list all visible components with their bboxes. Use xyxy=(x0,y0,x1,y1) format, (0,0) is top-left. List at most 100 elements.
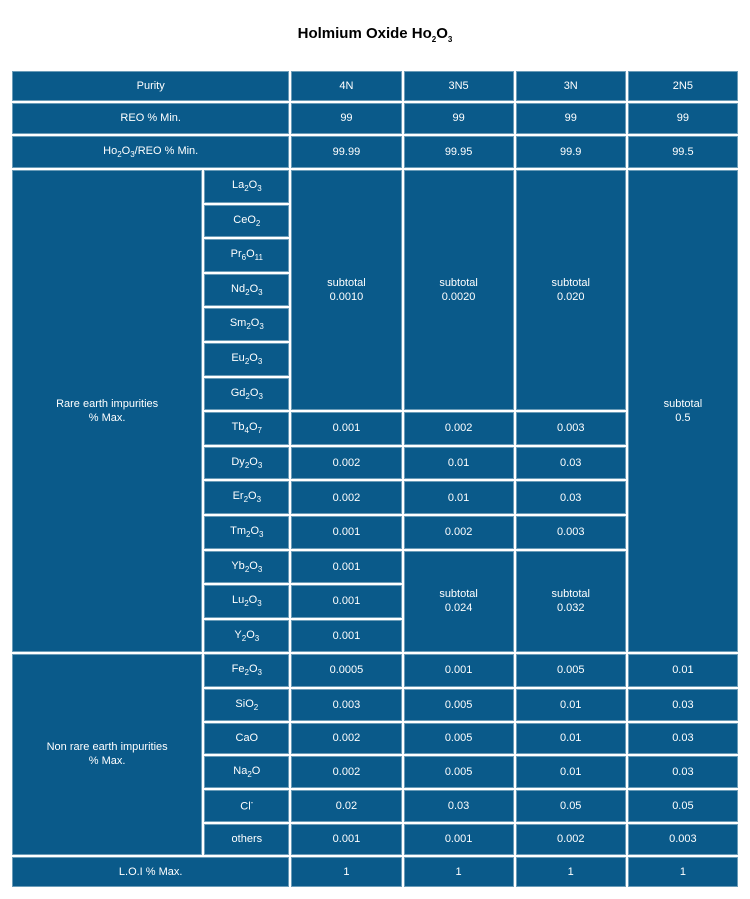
title-mid: O xyxy=(436,25,448,42)
t: Tb xyxy=(232,421,245,433)
t: 3 xyxy=(258,288,262,297)
t: 3 xyxy=(258,392,262,401)
t: 0.5 xyxy=(675,412,690,424)
cell: 0.01 xyxy=(404,481,514,514)
t: O xyxy=(250,525,259,537)
spec-table: Purity 4N 3N5 3N 2N5 REO % Min. 99 99 99… xyxy=(10,69,740,889)
cell: 99 xyxy=(516,103,626,133)
t: O xyxy=(246,629,255,641)
cell: 0.002 xyxy=(404,412,514,445)
table-row: Rare earth impurities % Max. La2O3 subto… xyxy=(12,170,738,203)
rare-earth-label: Rare earth impurities % Max. xyxy=(12,170,202,652)
subtotal-cell: subtotal0.0010 xyxy=(291,170,401,410)
t: 2 xyxy=(254,703,258,712)
reo-label: REO % Min. xyxy=(12,103,289,133)
hdr-4n: 4N xyxy=(291,71,401,101)
t: Non rare earth impurities xyxy=(47,741,168,753)
cell: 0.001 xyxy=(404,654,514,687)
compound: Fe2O3 xyxy=(204,654,289,687)
t: Ho xyxy=(103,145,117,157)
table-row: Non rare earth impurities % Max. Fe2O3 0… xyxy=(12,654,738,687)
cell: 1 xyxy=(404,857,514,887)
cell: 0.03 xyxy=(404,790,514,822)
t: O xyxy=(252,765,261,777)
t: O xyxy=(248,490,257,502)
subtotal-cell: subtotal 0.032 xyxy=(516,551,626,653)
t: 0.0010 xyxy=(330,291,364,303)
t: SiO xyxy=(235,698,253,710)
table-row: REO % Min. 99 99 99 99 xyxy=(12,103,738,133)
t: 3 xyxy=(257,184,261,193)
t: Tm xyxy=(230,525,246,537)
cell: 0.002 xyxy=(404,516,514,549)
compound: Nd2O3 xyxy=(204,274,289,307)
t: subtotal xyxy=(551,588,590,600)
t: subtotal xyxy=(664,398,703,410)
cell: 0.003 xyxy=(516,412,626,445)
cell: 0.002 xyxy=(291,756,401,789)
cell: 0.003 xyxy=(291,689,401,722)
cell: 0.002 xyxy=(291,447,401,480)
title-text: Holmium Oxide Ho xyxy=(298,25,432,42)
cell: 0.002 xyxy=(516,824,626,854)
cell: 0.001 xyxy=(404,824,514,854)
cell: 0.005 xyxy=(404,723,514,753)
cell: 99 xyxy=(628,103,738,133)
t: Sm xyxy=(230,317,247,329)
compound: Cl- xyxy=(204,790,289,822)
cell: 0.03 xyxy=(516,481,626,514)
t: 3 xyxy=(257,496,261,505)
t: 2 xyxy=(256,219,260,228)
t: Y xyxy=(234,629,241,641)
t: Dy xyxy=(231,456,244,468)
compound: La2O3 xyxy=(204,170,289,203)
compound: others xyxy=(204,824,289,854)
t: Nd xyxy=(231,283,245,295)
t: O xyxy=(249,179,258,191)
ho-reo-label: Ho2O3/REO % Min. xyxy=(12,136,289,169)
t: Cl xyxy=(240,801,250,813)
cell: 99 xyxy=(291,103,401,133)
compound: CeO2 xyxy=(204,205,289,238)
non-rare-earth-label: Non rare earth impurities % Max. xyxy=(12,654,202,854)
t: Fe xyxy=(232,663,245,675)
t: Rare earth impurities xyxy=(56,398,158,410)
compound: Lu2O3 xyxy=(204,585,289,618)
t: O xyxy=(246,248,255,260)
t: 3 xyxy=(255,634,259,643)
t: CeO xyxy=(233,214,256,226)
cell: 0.03 xyxy=(628,756,738,789)
compound: SiO2 xyxy=(204,689,289,722)
cell: 0.05 xyxy=(628,790,738,822)
t: Na xyxy=(233,765,247,777)
cell: 0.01 xyxy=(516,689,626,722)
cell: 0.005 xyxy=(404,689,514,722)
t: La xyxy=(232,179,244,191)
t: subtotal xyxy=(551,277,590,289)
cell: 0.003 xyxy=(516,516,626,549)
cell: 0.001 xyxy=(291,516,401,549)
cell: 0.01 xyxy=(516,723,626,753)
t: 0.032 xyxy=(557,602,585,614)
t: subtotal xyxy=(439,588,478,600)
cell: 0.01 xyxy=(404,447,514,480)
t: 3 xyxy=(258,565,262,574)
compound: Tm2O3 xyxy=(204,516,289,549)
t: % Max. xyxy=(89,755,126,767)
t: 0.024 xyxy=(445,602,473,614)
t: Pr xyxy=(231,248,242,260)
t: O xyxy=(250,283,259,295)
t: O xyxy=(122,145,131,157)
t: 3 xyxy=(258,461,262,470)
t: O xyxy=(249,421,258,433)
compound: Eu2O3 xyxy=(204,343,289,376)
cell: 0.01 xyxy=(516,756,626,789)
title-sub2: 3 xyxy=(448,35,452,44)
cell: 0.002 xyxy=(291,481,401,514)
compound: Sm2O3 xyxy=(204,308,289,341)
t: Eu xyxy=(231,352,244,364)
table-row: Purity 4N 3N5 3N 2N5 xyxy=(12,71,738,101)
t: Er xyxy=(233,490,244,502)
t: 3 xyxy=(257,599,261,608)
cell: 99.5 xyxy=(628,136,738,169)
